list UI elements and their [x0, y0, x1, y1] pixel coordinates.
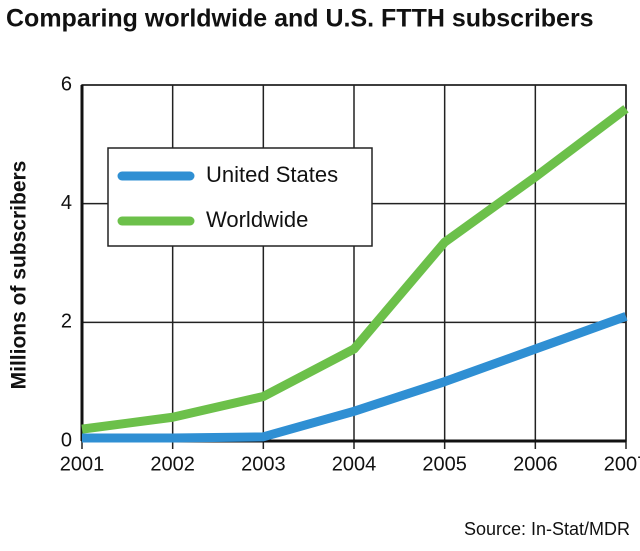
chart-title: Comparing worldwide and U.S. FTTH subscr…	[6, 5, 594, 33]
legend-label: Worldwide	[206, 207, 308, 232]
data-line	[82, 312, 628, 443]
legend-box	[107, 147, 373, 247]
x-tick-label: 2006	[513, 453, 558, 475]
data-line	[81, 105, 629, 434]
legend-label: United States	[206, 162, 338, 187]
x-tick-label: 2004	[332, 453, 377, 475]
x-tick-label: 2001	[60, 453, 105, 475]
x-tick-label: 2002	[150, 453, 195, 475]
y-axis-label: Millions of subscribers	[8, 161, 31, 390]
x-tick-label: 2005	[422, 453, 467, 475]
y-tick-label: 0	[61, 429, 72, 451]
x-tick-label: 2003	[241, 453, 286, 475]
y-tick-label: 2	[61, 311, 72, 333]
x-tick-label: 2007	[604, 453, 640, 475]
y-tick-label: 4	[61, 192, 72, 214]
source: Source: In-Stat/MDR	[464, 519, 630, 539]
y-tick-label: 6	[61, 73, 72, 95]
